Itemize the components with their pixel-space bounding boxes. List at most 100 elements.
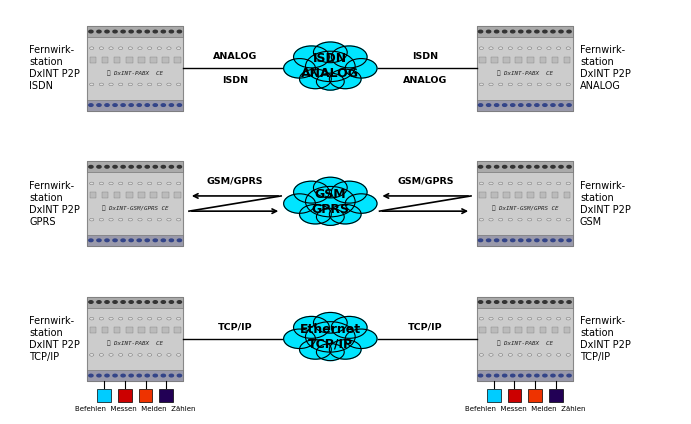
Circle shape [294, 181, 330, 203]
Circle shape [109, 47, 113, 50]
Circle shape [119, 83, 123, 86]
Circle shape [508, 218, 513, 221]
Circle shape [178, 165, 182, 168]
Circle shape [508, 47, 513, 50]
Circle shape [153, 239, 158, 242]
Circle shape [105, 30, 109, 33]
Circle shape [547, 354, 551, 356]
Bar [527, 327, 534, 333]
Circle shape [537, 182, 542, 185]
Circle shape [535, 301, 539, 303]
Circle shape [551, 374, 555, 377]
Bar [491, 192, 498, 198]
Circle shape [537, 83, 542, 86]
Circle shape [157, 47, 162, 50]
Circle shape [543, 30, 547, 33]
Circle shape [486, 30, 491, 33]
Bar [87, 26, 183, 37]
Bar [540, 192, 547, 198]
Circle shape [299, 204, 331, 224]
Bar [90, 327, 96, 333]
Circle shape [100, 182, 104, 185]
Circle shape [527, 47, 532, 50]
Circle shape [113, 374, 117, 377]
Bar [114, 192, 120, 198]
Circle shape [176, 218, 181, 221]
Circle shape [511, 301, 515, 303]
Circle shape [294, 316, 330, 338]
Circle shape [537, 317, 542, 320]
Circle shape [566, 317, 570, 320]
Circle shape [511, 239, 515, 242]
Circle shape [527, 30, 531, 33]
Circle shape [495, 301, 499, 303]
Circle shape [543, 239, 547, 242]
Circle shape [518, 354, 522, 356]
Bar [102, 327, 108, 333]
Circle shape [119, 317, 123, 320]
Circle shape [527, 239, 531, 242]
Bar [551, 57, 558, 63]
Circle shape [97, 104, 101, 106]
Circle shape [169, 239, 173, 242]
Circle shape [478, 301, 483, 303]
Circle shape [157, 83, 162, 86]
Circle shape [100, 218, 104, 221]
Bar [174, 192, 181, 198]
Circle shape [511, 165, 515, 168]
Bar [477, 100, 573, 111]
Bar [477, 161, 573, 246]
Circle shape [176, 83, 181, 86]
Circle shape [502, 301, 507, 303]
Text: GSM
GPRS: GSM GPRS [312, 188, 350, 216]
Circle shape [169, 301, 173, 303]
Circle shape [478, 239, 483, 242]
Text: ISDN
ANALOG: ISDN ANALOG [301, 53, 359, 81]
Circle shape [502, 374, 507, 377]
Circle shape [89, 165, 93, 168]
Circle shape [511, 374, 515, 377]
Circle shape [137, 30, 141, 33]
Circle shape [566, 83, 570, 86]
Bar [114, 327, 120, 333]
Circle shape [109, 354, 113, 356]
Circle shape [556, 83, 560, 86]
Circle shape [138, 83, 142, 86]
Bar [477, 370, 573, 381]
Circle shape [543, 165, 547, 168]
Circle shape [478, 104, 483, 106]
Bar [508, 389, 521, 402]
Circle shape [176, 317, 181, 320]
Circle shape [316, 343, 344, 361]
Circle shape [486, 104, 491, 106]
Bar [174, 327, 181, 333]
Circle shape [551, 30, 555, 33]
Circle shape [138, 47, 142, 50]
Bar [102, 57, 108, 63]
Circle shape [551, 165, 555, 168]
Circle shape [100, 354, 104, 356]
Circle shape [153, 30, 158, 33]
Circle shape [498, 317, 503, 320]
Circle shape [535, 30, 539, 33]
Bar [564, 192, 570, 198]
Circle shape [527, 317, 532, 320]
Circle shape [294, 46, 330, 68]
Circle shape [89, 301, 93, 303]
Circle shape [121, 374, 125, 377]
Circle shape [527, 104, 531, 106]
Circle shape [559, 165, 563, 168]
Bar [126, 327, 133, 333]
Circle shape [559, 239, 563, 242]
Bar [527, 192, 534, 198]
Circle shape [129, 104, 133, 106]
Bar [87, 296, 183, 381]
Circle shape [567, 165, 571, 168]
Circle shape [284, 59, 315, 78]
Circle shape [527, 374, 531, 377]
Circle shape [109, 83, 113, 86]
Circle shape [284, 329, 315, 349]
Circle shape [543, 374, 547, 377]
Bar [160, 389, 173, 402]
Circle shape [153, 104, 158, 106]
